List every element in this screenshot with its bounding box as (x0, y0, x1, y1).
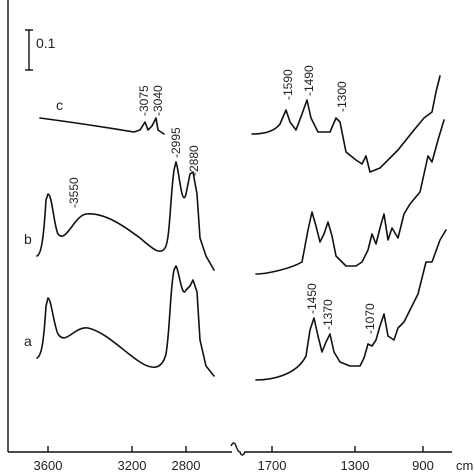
series-label-b: b (24, 231, 32, 247)
series-c-right-curve (251, 75, 441, 173)
peak-label-2880: -2880 (187, 145, 201, 176)
series-c-left-curve (39, 117, 165, 135)
series-a-left-curve (36, 265, 215, 377)
peak-label-1590: -1590 (281, 69, 295, 100)
series-a-right-curve (255, 229, 447, 381)
peak-label-1450: -1450 (305, 283, 319, 314)
x-ticks-group (47, 446, 424, 452)
series-b-right-curve (255, 119, 445, 275)
peak-label-1070: -1070 (363, 303, 377, 334)
scale-bar: 0.1 (25, 29, 56, 71)
scale-bar-label: 0.1 (36, 35, 56, 51)
series-label-c: c (56, 97, 63, 113)
tick-label-3600: 3600 (34, 458, 63, 473)
peak-annotations: -3075 -3040 -2995 -2880 -3550 -1590 -149… (67, 65, 377, 334)
peak-label-1370: -1370 (321, 299, 335, 330)
tick-label-2800: 2800 (172, 458, 201, 473)
peak-label-3040: -3040 (151, 85, 165, 116)
peak-label-1300: -1300 (335, 81, 349, 112)
tick-label-900: 900 (412, 458, 434, 473)
axis-break-mark (230, 442, 246, 456)
tick-label-1300: 1300 (341, 458, 370, 473)
tick-label-3200: 3200 (118, 458, 147, 473)
peak-label-2995: -2995 (169, 127, 183, 158)
series-label-a: a (24, 333, 32, 349)
tick-label-1700: 1700 (258, 458, 287, 473)
peak-label-3550: -3550 (67, 177, 81, 208)
series-b-left-curve (36, 161, 215, 271)
x-unit-label: cm (456, 458, 473, 473)
peak-label-3075: -3075 (137, 85, 151, 116)
peak-label-1490: -1490 (302, 65, 316, 96)
